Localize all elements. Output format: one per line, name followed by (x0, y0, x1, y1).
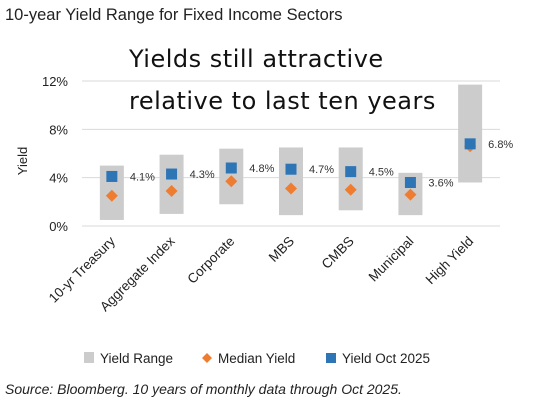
category-label: Municipal (366, 234, 417, 285)
current-marker (166, 168, 178, 180)
legend-label: Yield Oct 2025 (342, 351, 430, 366)
data-label: 4.7% (309, 164, 334, 176)
median-marker (225, 175, 238, 188)
current-marker (225, 162, 237, 174)
data-label: 4.1% (130, 171, 155, 183)
legend-label: Yield Range (100, 351, 173, 366)
range-bar (338, 147, 363, 211)
current-marker (345, 166, 357, 178)
category-label: High Yield (423, 234, 477, 288)
median-marker (344, 183, 357, 196)
median-marker (285, 182, 297, 195)
data-label: 6.8% (488, 139, 513, 151)
current-marker (464, 138, 476, 150)
y-axis-ticks: 0% 4% 8% 12% (42, 74, 68, 234)
median-marker (404, 188, 417, 201)
category-label: MBS (266, 234, 297, 265)
data-label: 4.5% (369, 167, 394, 179)
range-bar (279, 147, 303, 216)
legend-swatch-range (84, 352, 94, 363)
data-labels: 4.1% 4.3% 4.8% 4.7% 4.5% 3.6% 6.8% (130, 139, 514, 190)
y-tick-label: 4% (49, 171, 68, 186)
range-bar (159, 154, 184, 214)
legend: Yield Range Median Yield Yield Oct 2025 (84, 351, 430, 366)
current-marker (285, 163, 297, 175)
median-marker (165, 184, 178, 197)
data-label: 4.3% (190, 169, 215, 181)
median-marker (105, 189, 118, 202)
data-label: 3.6% (428, 178, 453, 190)
legend-swatch-current (326, 353, 336, 363)
chart-title: 10-year Yield Range for Fixed Income Sec… (5, 6, 343, 24)
legend-label: Median Yield (218, 351, 295, 366)
y-axis-label: Yield (15, 147, 30, 175)
annotation-line: Yields still attractive (128, 45, 384, 73)
chart-annotation: Yields still attractive relative to last … (128, 45, 436, 115)
legend-swatch-median (202, 353, 212, 363)
range-bar (458, 84, 483, 183)
category-label: Corporate (184, 234, 237, 287)
current-marker (404, 177, 416, 188)
range-bars (99, 84, 483, 220)
y-tick-label: 12% (42, 74, 68, 89)
current-marker (106, 170, 118, 182)
data-label: 4.8% (249, 163, 274, 175)
category-label: CMBS (319, 234, 357, 272)
annotation-line: relative to last ten years (129, 87, 436, 115)
y-tick-label: 8% (49, 122, 68, 137)
current-markers (106, 138, 476, 188)
source-note: Source: Bloomberg. 10 years of monthly d… (5, 381, 402, 397)
y-tick-label: 0% (49, 219, 68, 234)
